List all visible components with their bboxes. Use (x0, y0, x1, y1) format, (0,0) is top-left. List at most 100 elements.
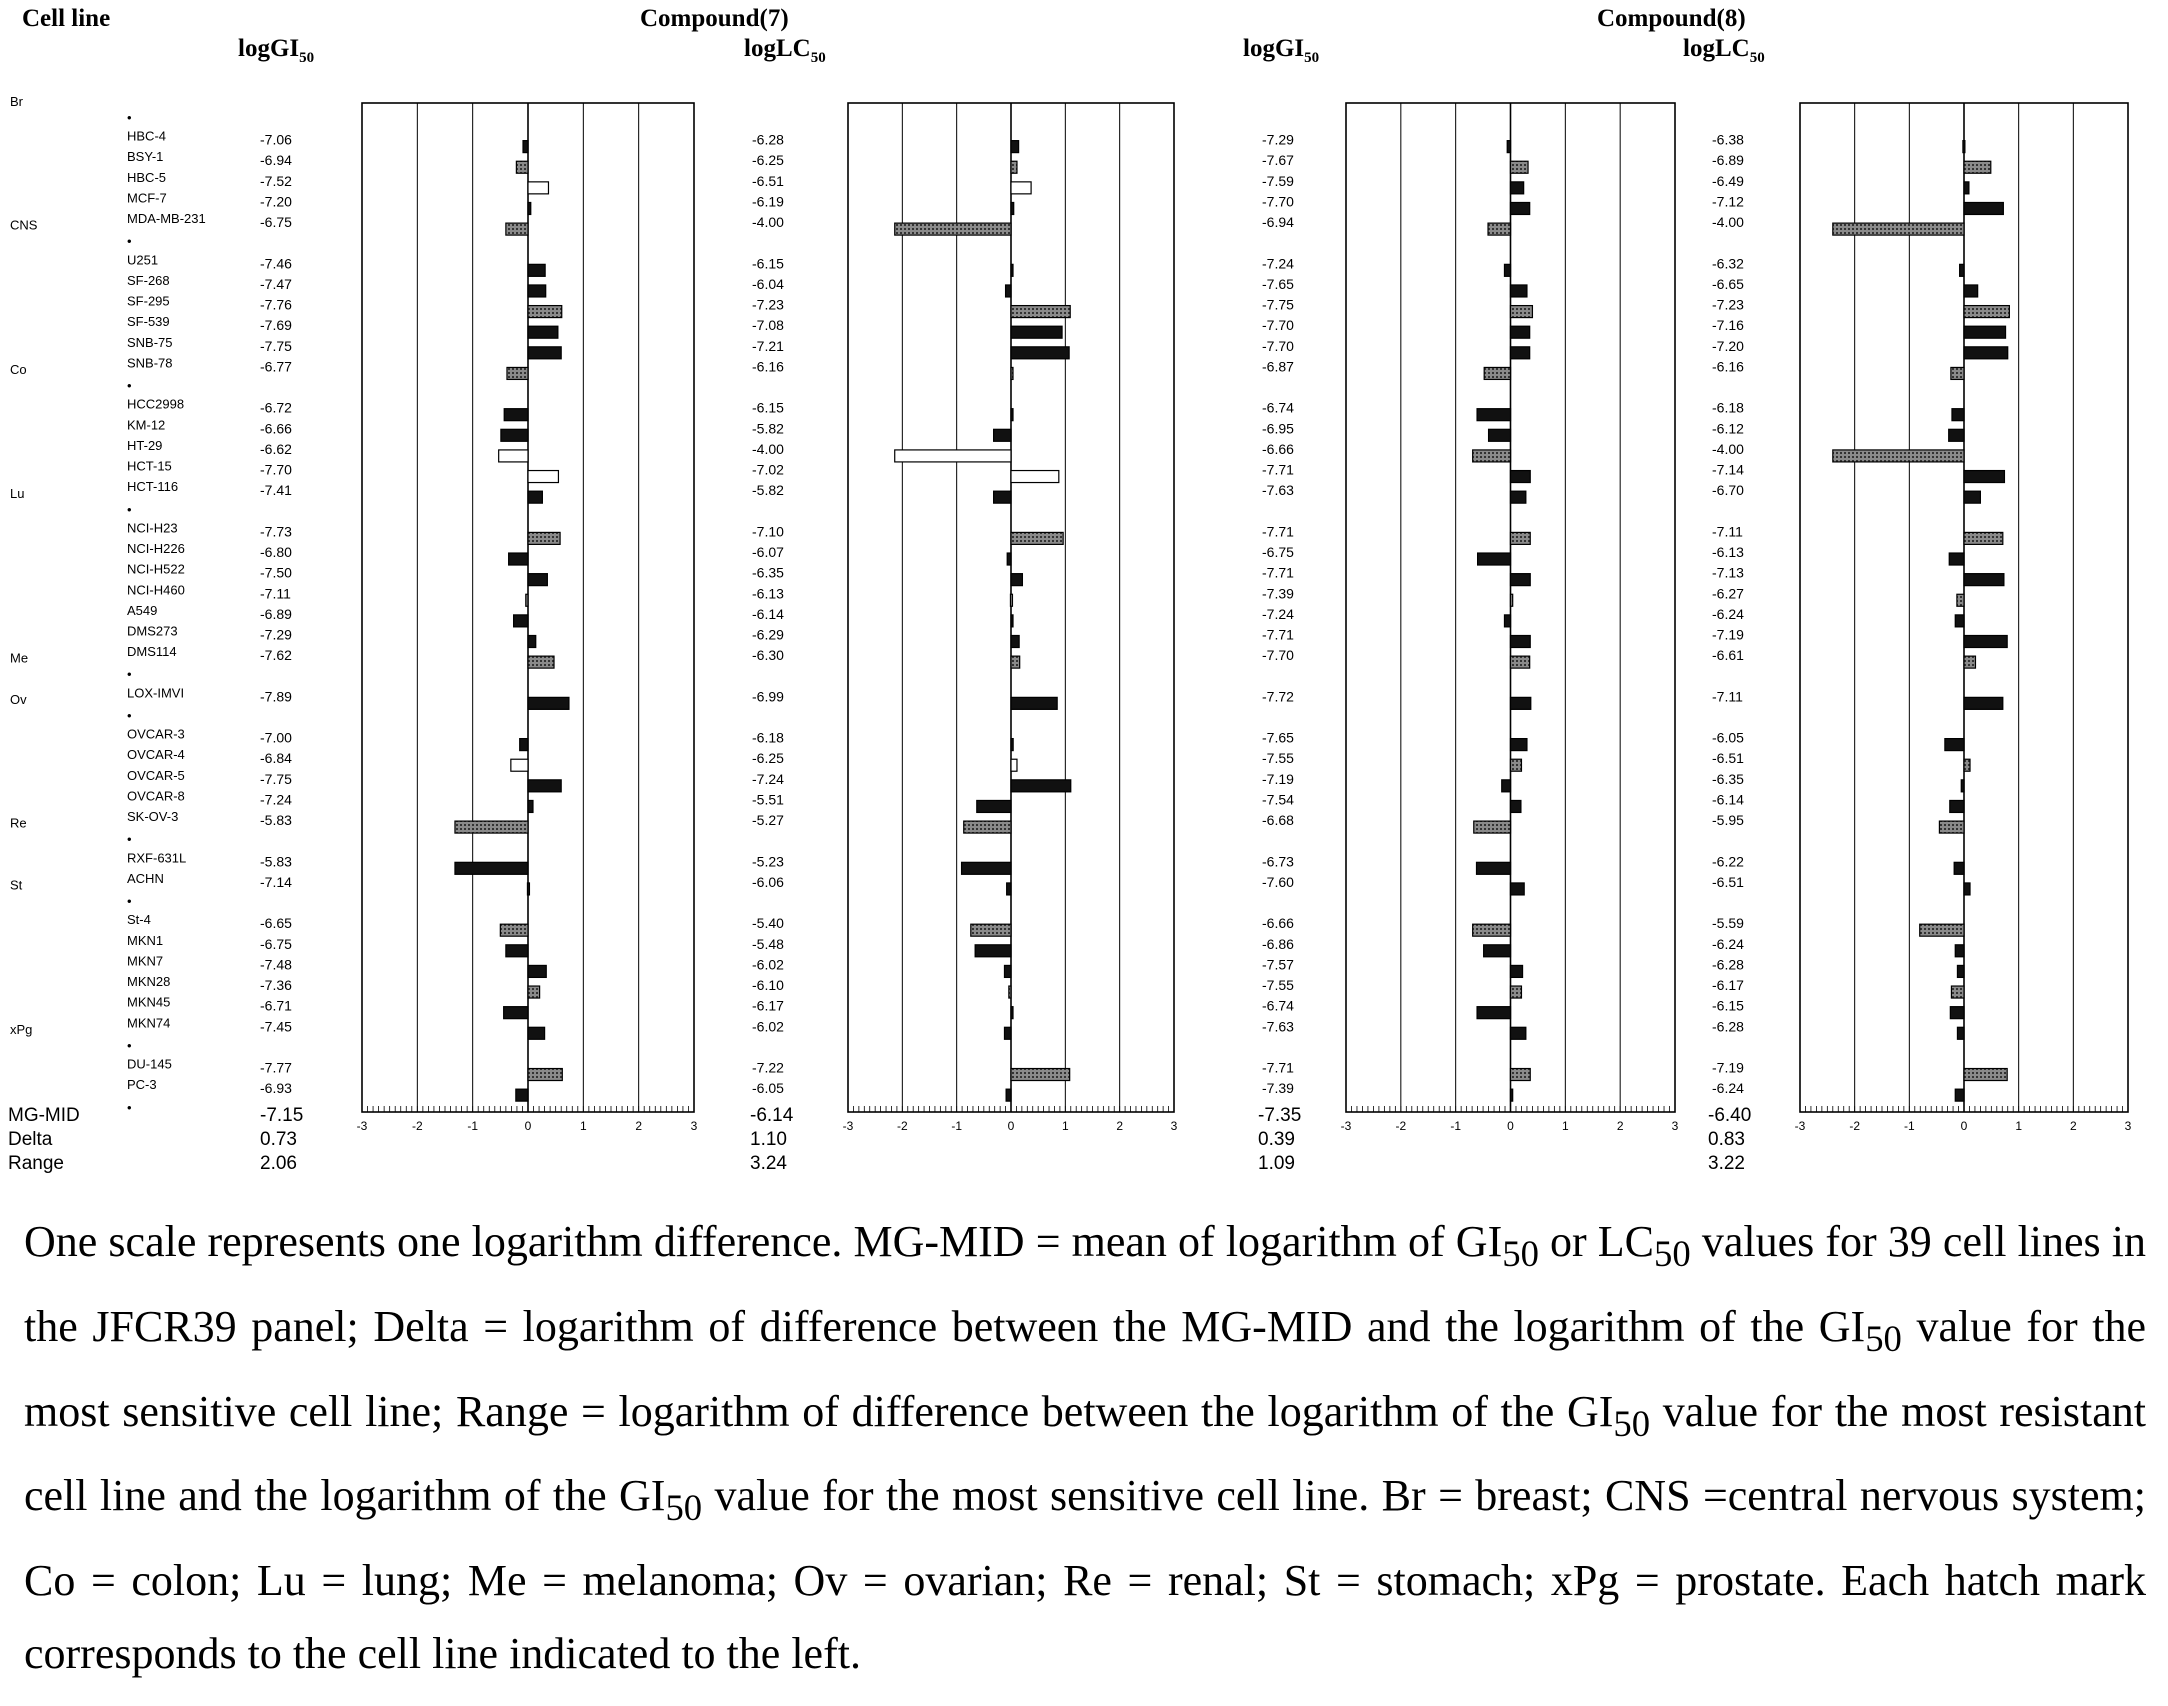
value-label: -5.59 (1712, 915, 1744, 931)
deviation-bar (505, 222, 529, 236)
value-label: -5.83 (260, 853, 292, 869)
deviation-bar (1509, 490, 1527, 504)
cell-line-label: KM-12 (127, 417, 165, 432)
group-bullet: • (127, 1038, 132, 1053)
value-label: -7.20 (260, 193, 292, 209)
deviation-bar (527, 325, 559, 339)
value-label: -7.62 (260, 647, 292, 663)
axis-tick-label: 0 (1507, 1119, 1514, 1133)
value-label: -6.27 (1712, 585, 1744, 601)
cell-line-label: NCI-H460 (127, 582, 185, 597)
deviation-bar (1509, 758, 1523, 772)
deviation-bar (1509, 882, 1525, 896)
deviation-bar (1509, 655, 1531, 669)
value-label: -7.65 (1262, 730, 1294, 746)
axis-tick-label: 0 (525, 1119, 532, 1133)
cell-line-label: SK-OV-3 (127, 809, 178, 824)
value-label: -6.13 (1712, 544, 1744, 560)
axis-tick-label: -3 (357, 1119, 368, 1133)
group-label: xPg (10, 1022, 32, 1037)
group-label: Co (10, 362, 27, 377)
value-label: -6.14 (1712, 791, 1744, 807)
value-label: -7.13 (1712, 565, 1744, 581)
value-label: -6.65 (1712, 276, 1744, 292)
cell-line-label: SF-268 (127, 273, 170, 288)
deviation-bar (1509, 469, 1531, 484)
value-label: -7.24 (1262, 255, 1294, 271)
value-label: -6.94 (260, 152, 292, 168)
c8-lc50-header: logLC50 (1683, 35, 1765, 66)
deviation-bar (1950, 366, 1965, 381)
value-label: -7.69 (260, 317, 292, 333)
deviation-bar (1953, 861, 1965, 875)
deviation-bar (1010, 346, 1070, 360)
deviation-bar (527, 573, 548, 587)
deviation-bar (1954, 944, 1965, 958)
mean-graph-panel: -3 -2 -1 0 1 2 3 (1795, 102, 2132, 1133)
value-label: -6.24 (1712, 606, 1744, 622)
value-label: -7.70 (260, 462, 292, 478)
cell-line-label: NCI-H522 (127, 562, 185, 577)
value-label: -7.22 (752, 1060, 784, 1076)
cell-line-label: St-4 (127, 912, 151, 927)
axis-tick-label: 2 (1617, 1119, 1624, 1133)
deviation-bar (503, 408, 529, 422)
deviation-bar (1963, 758, 1971, 772)
group-bullet: • (127, 110, 132, 125)
value-label: -6.15 (752, 400, 784, 416)
value-label: -6.13 (752, 585, 784, 601)
group-label: Lu (10, 486, 24, 501)
value-label: -7.14 (1712, 462, 1744, 478)
deviation-bar (505, 944, 529, 958)
value-label: -7.24 (752, 771, 784, 787)
range-label: Range (8, 1153, 64, 1174)
value-label: -7.50 (260, 565, 292, 581)
deviation-bar (1956, 593, 1965, 607)
deviation-bar (1473, 820, 1512, 834)
cell-line-label: BSY-1 (127, 149, 163, 164)
group-bullet: • (127, 1100, 132, 1115)
value-label: -6.22 (1712, 853, 1744, 869)
delta-label: Delta (8, 1129, 53, 1150)
deviation-bar (1010, 655, 1021, 669)
cell-line-label: MKN74 (127, 1015, 170, 1030)
value-label: -6.66 (1262, 441, 1294, 457)
axis-tick-label: -1 (467, 1119, 478, 1133)
value-label: -5.82 (752, 482, 784, 498)
deviation-bar (1963, 160, 1992, 174)
value-label: -6.95 (1262, 420, 1294, 436)
deviation-bar (1509, 181, 1525, 195)
value-label: -7.70 (1262, 338, 1294, 354)
value-label: -6.94 (1262, 214, 1294, 230)
cell-line-label: SNB-78 (127, 355, 173, 370)
deviation-bar (1010, 181, 1032, 195)
deviation-bar (1509, 284, 1528, 298)
deviation-bar (1509, 346, 1531, 360)
deviation-bar (1963, 634, 2008, 649)
deviation-bar (527, 779, 562, 793)
deviation-bar (503, 1006, 529, 1020)
value-label: -7.47 (260, 276, 292, 292)
deviation-bar (1010, 140, 1020, 154)
value-label: -7.11 (1712, 688, 1743, 704)
value-label: -6.86 (1262, 936, 1294, 952)
deviation-bar (1476, 552, 1512, 566)
value-label: -6.62 (260, 441, 292, 457)
value-label: -7.45 (260, 1018, 292, 1034)
deviation-bar (970, 923, 1012, 937)
value-label: -7.55 (1262, 977, 1294, 993)
value-label: -7.71 (1262, 1060, 1294, 1076)
axis-tick-label: 1 (2015, 1119, 2022, 1133)
deviation-bar (1010, 634, 1020, 649)
deviation-bar (1005, 1088, 1012, 1102)
deviation-bar (1006, 882, 1012, 896)
axis-tick-label: 2 (2070, 1119, 2077, 1133)
summary-value: 0.39 (1258, 1129, 1295, 1150)
value-label: -6.77 (260, 358, 292, 374)
value-label: -6.89 (260, 606, 292, 622)
axis-tick-label: 0 (1008, 1119, 1015, 1133)
deviation-bar (527, 346, 562, 360)
summary-value: 3.22 (1708, 1153, 1745, 1174)
value-label: -6.24 (1712, 1080, 1744, 1096)
value-label: -6.32 (1712, 255, 1744, 271)
